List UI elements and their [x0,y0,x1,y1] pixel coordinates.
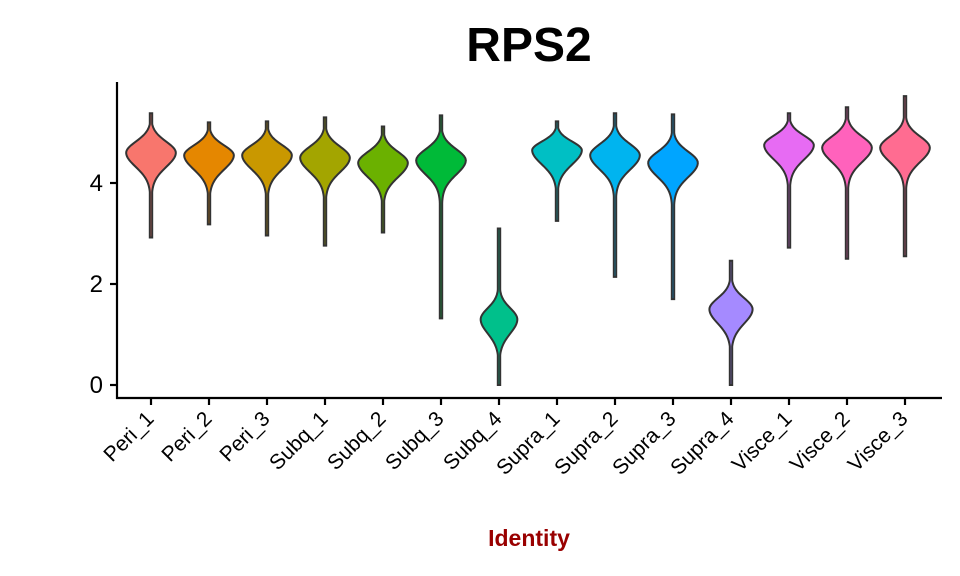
chart-title: RPS2 [466,19,591,72]
violin-Subq_2 [357,125,409,234]
violin-Peri_3 [241,120,293,237]
x-tick-label: Supra_4 [666,407,739,480]
x-tick-label: Peri_2 [157,407,216,466]
violin-Visce_2 [821,106,873,260]
x-axis-title: Identity [488,525,570,551]
x-tick-label: Supra_1 [492,407,564,479]
y-tick-label: 0 [90,372,103,399]
x-tick-label: Subq_1 [265,407,332,474]
violin-Subq_1 [299,116,351,247]
y-tick-label: 2 [90,271,103,298]
x-tick-label: Peri_1 [99,407,158,466]
violin-Peri_1 [125,112,177,239]
x-tick-label: Visce_3 [844,407,913,476]
x-tick-label: Supra_3 [608,407,680,479]
violin-Visce_3 [879,95,931,258]
y-tick-label: 4 [90,170,103,197]
violin-Peri_2 [183,121,235,226]
violin-group [125,95,931,386]
x-axis-ticks: Peri_1Peri_2Peri_3Subq_1Subq_2Subq_3Subq… [99,398,913,480]
violin-Subq_4 [479,227,519,386]
x-tick-label: Subq_2 [323,407,390,474]
x-tick-label: Subq_3 [381,407,448,474]
violin-Supra_1 [531,120,583,222]
violin-Supra_4 [708,259,754,386]
x-tick-label: Visce_2 [786,407,855,476]
violin-Supra_3 [647,113,699,301]
violin-Supra_2 [589,112,641,278]
y-axis-ticks: 0 2 4 [90,170,117,399]
violin-Subq_3 [415,114,467,320]
violin-Visce_1 [763,112,815,249]
x-tick-label: Visce_1 [728,407,797,476]
x-tick-label: Supra_2 [550,407,622,479]
